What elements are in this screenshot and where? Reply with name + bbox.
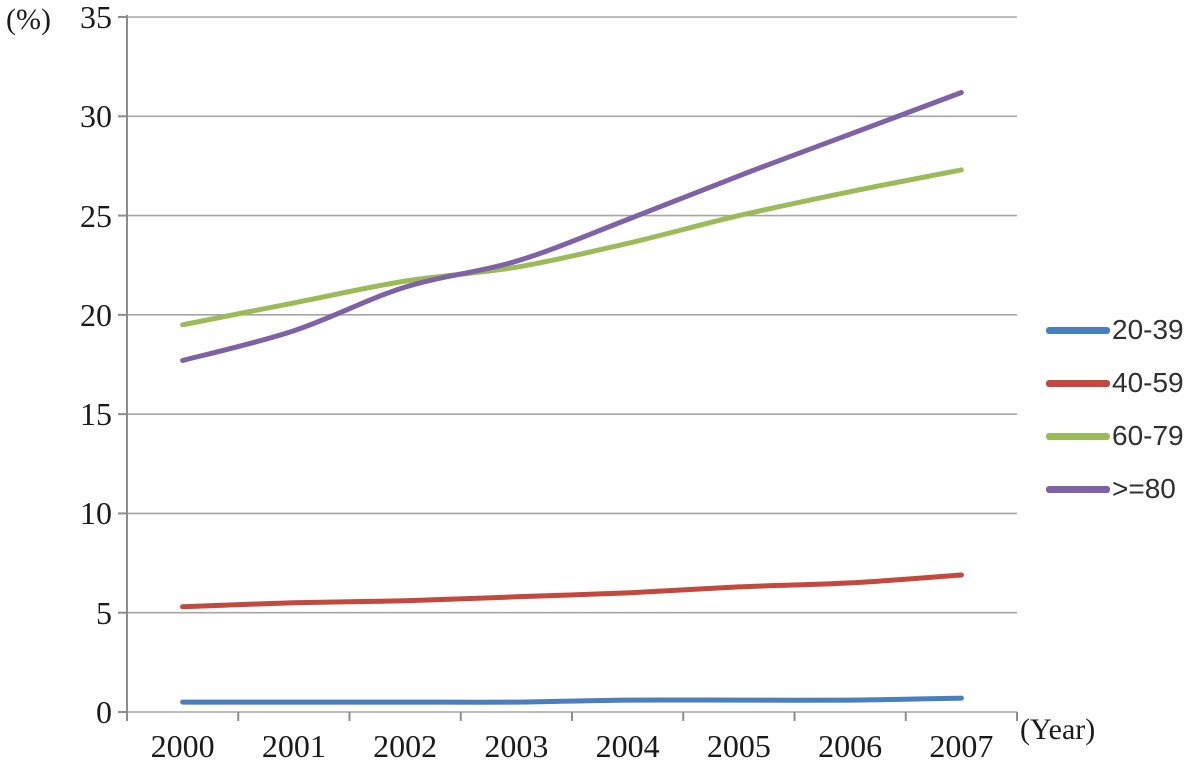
x-tick-label: 2004 <box>595 728 660 764</box>
x-tick-label: 2000 <box>150 728 215 764</box>
y-tick-label: 20 <box>80 296 112 333</box>
series-line->=80 <box>180 90 964 363</box>
y-tick-label: 10 <box>80 495 112 532</box>
legend-label: >=80 <box>1112 473 1176 504</box>
x-axis-title: (Year) <box>1020 713 1096 746</box>
legend-swatch <box>1046 432 1110 440</box>
y-axis-title: (%) <box>6 3 51 36</box>
x-tick-label: 2002 <box>373 728 438 764</box>
x-tick-label: 2007 <box>929 728 994 764</box>
y-tick-label: 25 <box>80 197 112 234</box>
legend-swatch <box>1046 485 1110 493</box>
y-tick-label: 5 <box>96 594 112 631</box>
legend-label: 20-39 <box>1112 314 1184 345</box>
series-line-20-39 <box>180 695 964 705</box>
series-line-60-79 <box>180 167 964 328</box>
x-tick-label: 2006 <box>818 728 883 764</box>
legend-item->=80: >=80 <box>1046 472 1176 506</box>
legend-item-20-39: 20-39 <box>1046 313 1184 347</box>
x-tick-label: 2003 <box>484 728 549 764</box>
legend-swatch <box>1046 326 1110 334</box>
legend-label: 40-59 <box>1112 367 1184 398</box>
y-tick-label: 0 <box>96 694 112 730</box>
x-tick-label: 2005 <box>706 728 771 764</box>
y-tick-label: 30 <box>80 98 112 135</box>
legend-item-40-59: 40-59 <box>1046 366 1184 400</box>
x-tick-label: 2001 <box>261 728 326 764</box>
legend-swatch <box>1046 379 1110 387</box>
y-tick-label: 15 <box>80 396 112 433</box>
legend-label: 60-79 <box>1112 420 1184 451</box>
y-tick-label: 35 <box>80 0 112 35</box>
series-line-40-59 <box>180 572 964 610</box>
legend-item-60-79: 60-79 <box>1046 419 1184 453</box>
